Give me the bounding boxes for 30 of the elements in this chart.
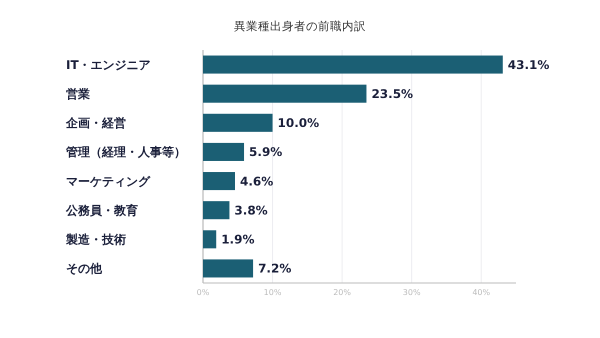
y-tick-label: マーケティング [66,174,151,188]
bar [203,172,235,190]
x-tick-label: 10% [264,288,282,297]
y-tick-label: 企画・経営 [65,116,126,130]
y-tick-label: その他 [66,262,103,276]
y-tick-label: 公務員・教育 [65,203,138,218]
data-label: 1.9% [221,232,254,247]
bar [203,142,244,161]
x-tick-label: 20% [333,288,352,297]
bar [203,259,254,278]
y-tick-label: 管理（経理・人事等） [65,145,186,160]
chart-title: 異業種出身者の前職内訳 [234,19,366,33]
bar [203,56,503,74]
x-tick-label: 0% [196,288,210,297]
data-label: 10.0% [278,116,320,130]
data-label: 5.9% [249,145,282,160]
data-label: 3.8% [234,203,268,218]
bar [203,230,216,248]
data-label: 4.6% [240,174,274,188]
y-tick-label: 営業 [66,86,90,101]
bar [203,84,366,103]
y-tick-label: IT・エンジニア [66,58,151,72]
bar [203,114,273,132]
data-label: 43.1% [508,58,550,72]
data-label: 7.2% [258,262,292,276]
y-tick-label: 製造・技術 [65,232,126,247]
x-tick-label: 40% [472,288,491,297]
data-label: 23.5% [371,86,414,101]
x-tick-label: 30% [402,288,421,297]
bar [203,201,230,220]
